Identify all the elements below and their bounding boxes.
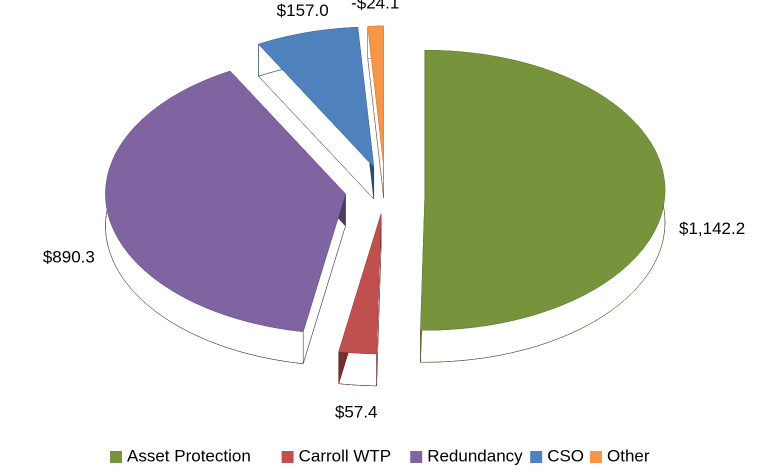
slice: [105, 70, 346, 332]
legend-swatch: [530, 451, 543, 463]
slice: [420, 49, 666, 331]
legend-label: Other: [607, 446, 650, 465]
legend-label: Asset Protection: [127, 446, 251, 465]
legend-swatch: [110, 451, 122, 463]
slice: [338, 213, 382, 355]
data-label: $57.4: [335, 403, 378, 422]
data-label: $157.0: [277, 1, 329, 20]
data-label: $890.3: [43, 247, 95, 266]
legend: Asset Protection Carroll WTP Redundancy CSO…: [110, 446, 650, 465]
legend-label: CSO: [547, 446, 584, 465]
data-label: $1,142.2: [679, 219, 745, 238]
slice: [367, 25, 384, 167]
legend-swatch: [590, 451, 602, 463]
legend-label: Carroll WTP: [299, 446, 392, 465]
slice: [258, 27, 375, 168]
legend-swatch: [410, 451, 423, 463]
data-label: -$24.1: [351, 0, 399, 13]
legend-label: Redundancy: [427, 446, 523, 465]
legend-swatch: [281, 451, 294, 463]
